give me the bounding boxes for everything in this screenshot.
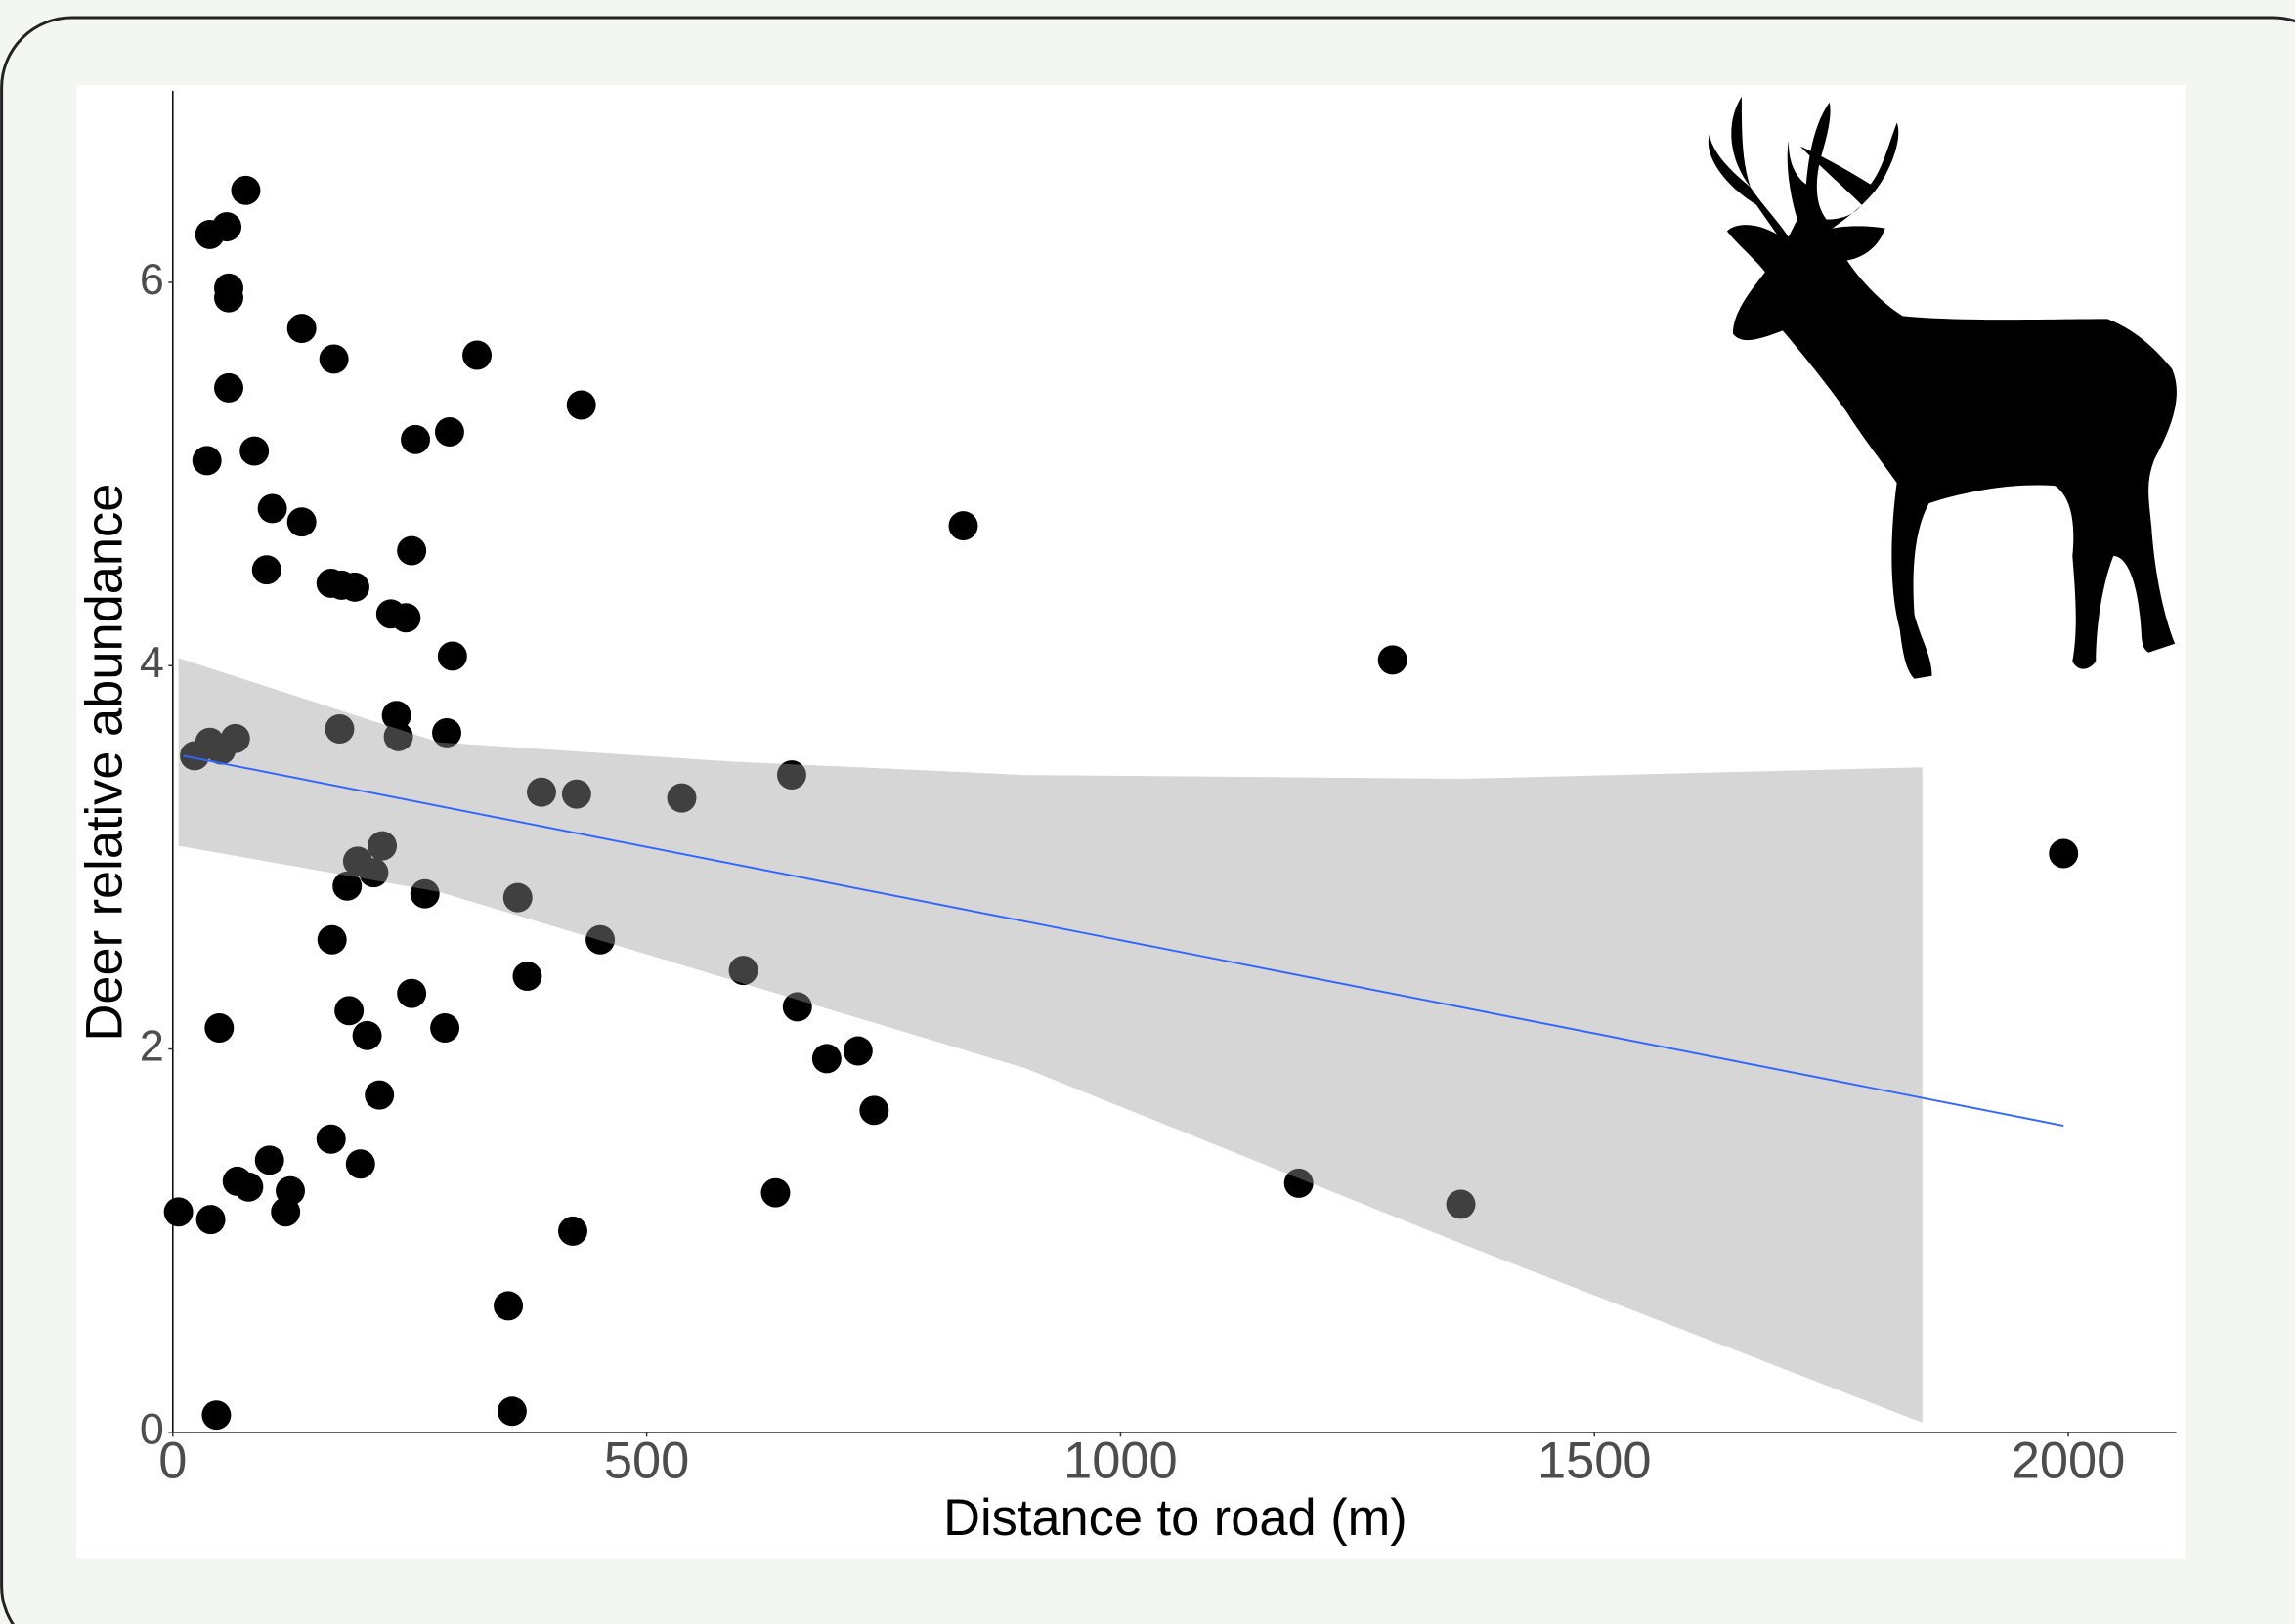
- data-point: [193, 446, 222, 475]
- data-point: [397, 536, 426, 566]
- x-tick-label: 2000: [2012, 1433, 2126, 1490]
- data-point: [761, 1178, 791, 1208]
- data-point: [212, 212, 241, 241]
- data-point: [334, 996, 364, 1025]
- data-point: [255, 1145, 284, 1175]
- data-point: [844, 1037, 873, 1066]
- data-point: [340, 573, 369, 602]
- data-point: [320, 344, 349, 373]
- x-tick-label: 500: [604, 1433, 689, 1490]
- data-point: [234, 1173, 263, 1202]
- chart: 02460500100015002000 Distance to road (m…: [0, 0, 2295, 1624]
- x-tick-label: 1000: [1063, 1433, 1178, 1490]
- data-point: [2049, 839, 2078, 869]
- data-point: [948, 511, 977, 540]
- data-point: [287, 314, 317, 343]
- data-point: [397, 979, 426, 1008]
- data-point: [204, 1013, 234, 1043]
- y-tick-label: 6: [140, 254, 164, 304]
- data-point: [558, 1217, 587, 1246]
- data-point: [252, 555, 281, 584]
- data-point: [859, 1095, 888, 1125]
- data-point: [365, 1081, 394, 1110]
- data-point: [239, 437, 269, 466]
- data-point: [494, 1291, 523, 1320]
- data-point: [812, 1044, 842, 1073]
- data-point: [201, 1400, 231, 1430]
- data-point: [258, 493, 287, 523]
- data-point: [567, 391, 596, 420]
- data-point: [214, 283, 243, 313]
- data-point: [318, 925, 347, 955]
- y-axis-title: Deer relative abundance: [77, 484, 134, 1042]
- data-point: [401, 425, 430, 454]
- x-axis-title: Distance to road (m): [943, 1490, 1407, 1547]
- data-point: [512, 962, 541, 991]
- y-tick-label: 4: [140, 637, 164, 687]
- data-point: [1378, 645, 1407, 674]
- data-point: [462, 341, 492, 370]
- data-point: [271, 1197, 300, 1226]
- data-point: [346, 1149, 375, 1178]
- data-point: [430, 1013, 459, 1043]
- x-tick-label: 0: [158, 1433, 187, 1490]
- data-point: [164, 1197, 194, 1226]
- data-point: [391, 603, 420, 632]
- data-point: [438, 641, 467, 670]
- data-point: [498, 1396, 527, 1426]
- data-point: [435, 417, 464, 447]
- x-tick-label: 1500: [1537, 1433, 1652, 1490]
- y-tick-label: 2: [140, 1020, 164, 1070]
- data-point: [214, 373, 243, 403]
- data-point: [317, 1125, 346, 1154]
- data-point: [287, 507, 317, 536]
- data-point: [353, 1021, 382, 1050]
- data-point: [196, 1205, 226, 1234]
- data-point: [231, 176, 260, 205]
